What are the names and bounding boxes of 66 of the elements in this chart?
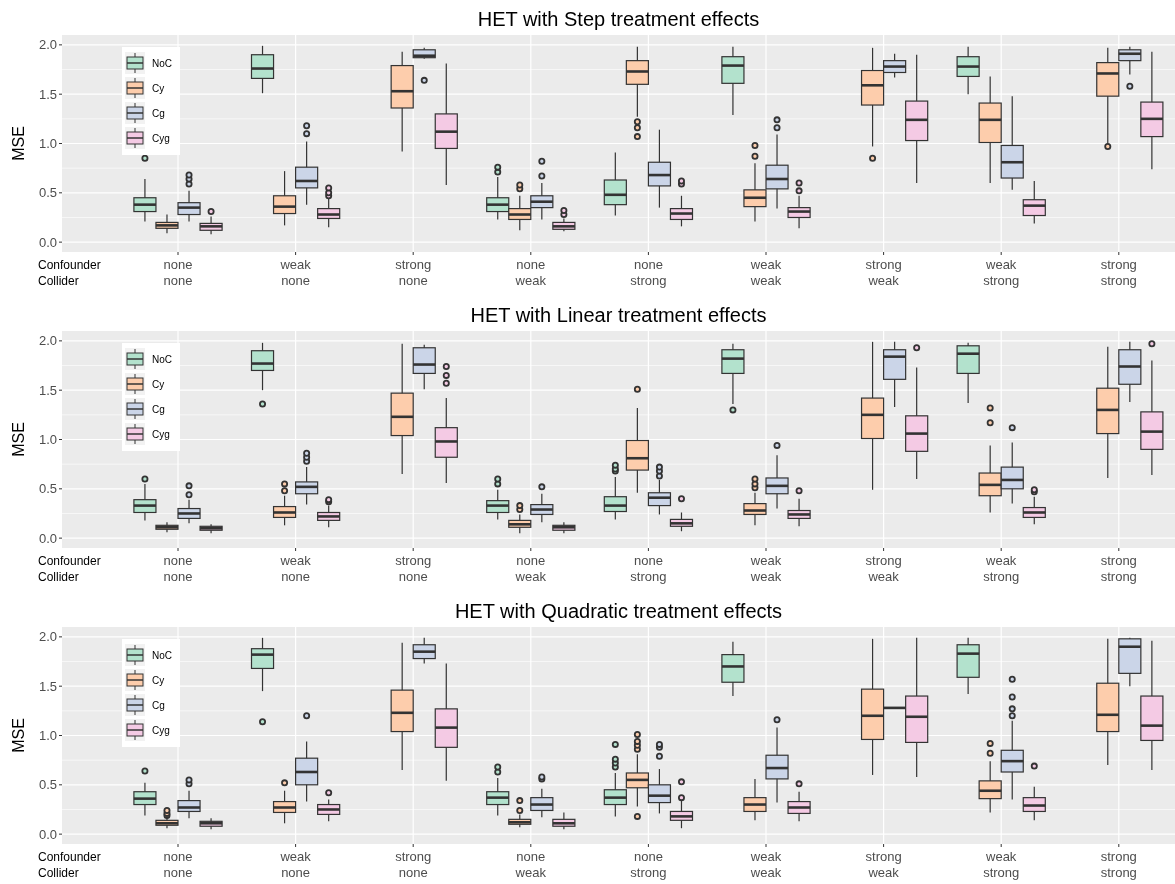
x-tick-label: none strong bbox=[630, 553, 667, 584]
x-tick-label: strong weak bbox=[865, 257, 902, 288]
y-tick-label: 1.5 bbox=[38, 678, 57, 694]
x-tick-label: strong strong bbox=[1100, 553, 1137, 584]
x-tick-label: none strong bbox=[630, 257, 667, 288]
text: Collider bbox=[38, 570, 79, 584]
x-tick-label: strong weak bbox=[865, 849, 902, 880]
y-tick-label: 2.0 bbox=[38, 333, 57, 349]
x-tick-label: weak none bbox=[279, 257, 312, 288]
chart-title: HET with Linear treatment effects bbox=[470, 304, 767, 326]
legend-label: Cyg bbox=[152, 428, 170, 440]
x-tick-label: none weak bbox=[514, 553, 547, 584]
legend-label: Cg bbox=[152, 403, 165, 415]
x-tick-label: none strong bbox=[630, 849, 667, 880]
x-tick-label: weak strong bbox=[983, 553, 1020, 584]
text: Collider bbox=[38, 274, 79, 288]
x-tick-label: weak none bbox=[279, 553, 312, 584]
y-tick-label: 2.0 bbox=[38, 629, 57, 645]
y-tick-label: 1.5 bbox=[38, 86, 57, 102]
legend-label: Cy bbox=[152, 378, 165, 390]
text: Confounder bbox=[38, 850, 101, 864]
x-tick-label: none none bbox=[163, 849, 193, 880]
x-tick-label: strong strong bbox=[1100, 849, 1137, 880]
legend-label: Cyg bbox=[152, 724, 170, 736]
legend-label: Cg bbox=[152, 699, 165, 711]
x-tick-label: weak weak bbox=[749, 257, 782, 288]
y-tick-label: 1.0 bbox=[38, 728, 57, 744]
legend-label: NoC bbox=[152, 57, 173, 69]
text: Collider bbox=[38, 866, 79, 880]
text: Confounder bbox=[38, 554, 101, 568]
x-tick-label: weak none bbox=[279, 849, 312, 880]
y-tick-label: 0.0 bbox=[38, 234, 57, 250]
x-tick-label: weak strong bbox=[983, 257, 1020, 288]
x-tick-label: weak weak bbox=[749, 849, 782, 880]
y-tick-label: 0.0 bbox=[38, 826, 57, 842]
y-tick-label: 0.5 bbox=[38, 777, 57, 793]
y-tick-label: 0.5 bbox=[38, 481, 57, 497]
y-tick-label: 2.0 bbox=[38, 37, 57, 53]
x-tick-label: strong strong bbox=[1100, 257, 1137, 288]
x-tick-label: strong none bbox=[395, 553, 432, 584]
x-tick-label: weak weak bbox=[749, 553, 782, 584]
x-tick-label: none none bbox=[163, 257, 193, 288]
legend-label: Cg bbox=[152, 107, 165, 119]
x-tick-label: strong none bbox=[395, 849, 432, 880]
x-tick-label: none none bbox=[163, 553, 193, 584]
x-tick-label: none weak bbox=[514, 257, 547, 288]
legend-label: Cy bbox=[152, 82, 165, 94]
y-tick-label: 0.5 bbox=[38, 185, 57, 201]
y-axis-title: MSE bbox=[10, 126, 27, 161]
chart-title: HET with Quadratic treatment effects bbox=[454, 600, 783, 622]
legend-label: Cy bbox=[152, 674, 165, 686]
y-tick-label: 1.0 bbox=[38, 136, 57, 152]
x-tick-label: strong weak bbox=[865, 553, 902, 584]
x-tick-label: weak strong bbox=[983, 849, 1020, 880]
x-tick-label: strong none bbox=[395, 257, 432, 288]
y-tick-label: 0.0 bbox=[38, 530, 57, 546]
x-tick-label: none weak bbox=[514, 849, 547, 880]
y-axis-title: MSE bbox=[10, 422, 27, 457]
y-axis-title: MSE bbox=[10, 718, 27, 753]
y-tick-label: 1.5 bbox=[38, 382, 57, 398]
legend-label: Cyg bbox=[152, 132, 170, 144]
y-tick-label: 1.0 bbox=[38, 432, 57, 448]
chart-title: HET with Step treatment effects bbox=[477, 8, 760, 30]
text: Confounder bbox=[38, 258, 101, 272]
legend-label: NoC bbox=[152, 353, 173, 365]
legend-label: NoC bbox=[152, 649, 173, 661]
